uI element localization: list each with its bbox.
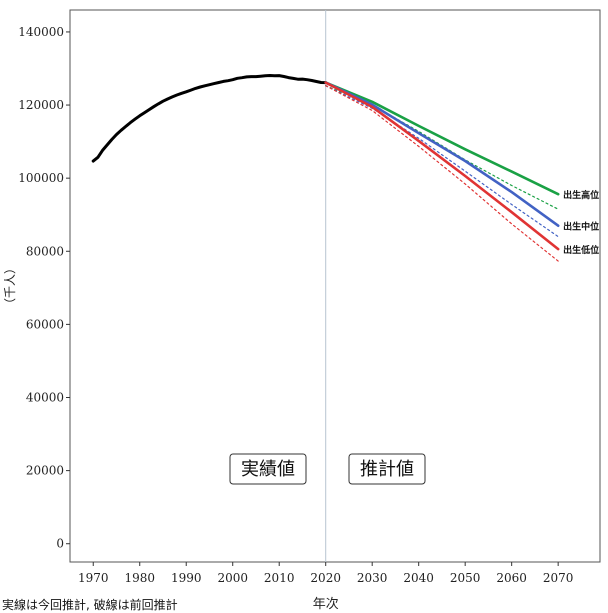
series-label: 出生中位 <box>563 221 599 233</box>
x-tick-label: 1990 <box>171 571 202 585</box>
y-tick-label: 120000 <box>18 98 64 112</box>
series-line <box>91 74 328 163</box>
y-tick-label: 100000 <box>18 171 64 185</box>
projected-region-label: 推計値 <box>360 459 414 480</box>
series-label: 出生低位 <box>563 244 599 256</box>
y-tick-label: 80000 <box>26 244 64 258</box>
previous-series-line <box>325 85 559 238</box>
series-line <box>324 81 560 196</box>
y-axis-label: （千人） <box>3 262 17 310</box>
actual-region-label: 実績値 <box>241 459 295 480</box>
actual-label-box <box>229 453 307 485</box>
axis-layer: （千人） 年次 0 20000 40000 60000 80000 100000 12000… <box>3 25 573 612</box>
x-axis-label: 年次 <box>313 596 339 612</box>
x-tick-label: 2000 <box>217 571 248 585</box>
series-line <box>324 81 560 251</box>
x-tick-label: 2010 <box>264 571 295 585</box>
legend-note: 実線は今回推計, 破線は前回推計 <box>2 598 178 612</box>
x-tick-label: 2070 <box>543 571 574 585</box>
x-tick-label: 1980 <box>124 571 155 585</box>
x-tick-label: 1970 <box>78 571 109 585</box>
y-tick-label: 60000 <box>26 317 64 331</box>
series-label: 出生高位 <box>563 189 599 201</box>
projected-label-box <box>348 453 426 485</box>
y-tick-label: 0 <box>56 537 64 551</box>
x-tick-label: 2050 <box>450 571 481 585</box>
y-tick-label: 40000 <box>26 390 64 404</box>
region-labels: 実績値 推計値 <box>229 453 426 485</box>
series-line <box>324 81 560 227</box>
x-tick-label: 2060 <box>496 571 527 585</box>
y-tick-label: 20000 <box>26 464 64 478</box>
plot-border <box>69 9 601 563</box>
plot-frame <box>69 9 601 563</box>
y-tick-label: 140000 <box>18 25 64 39</box>
previous-series-line <box>325 85 559 262</box>
x-tick-label: 2030 <box>357 571 388 585</box>
x-tick-label: 2040 <box>403 571 434 585</box>
x-tick-label: 2020 <box>310 571 341 585</box>
